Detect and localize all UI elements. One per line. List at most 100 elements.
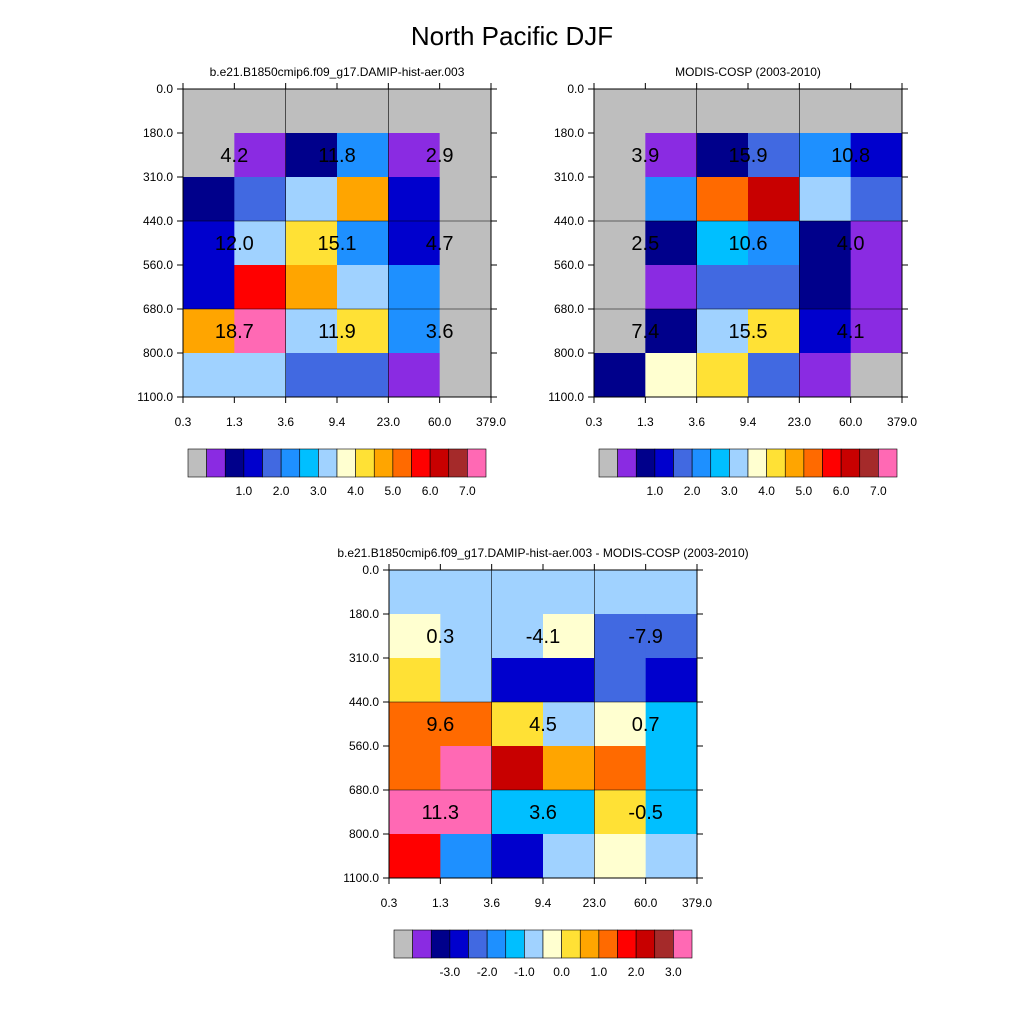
x-tick-label: 1.3 xyxy=(226,415,243,429)
heatmap-cell xyxy=(439,309,492,354)
colorbar-label: 5.0 xyxy=(796,484,813,498)
colorbar: 1.0 2.0 3.0 4.0 5.0 6.0 7.0 xyxy=(598,448,898,498)
heatmap-cell xyxy=(234,309,287,354)
x-tick-label: 3.6 xyxy=(483,896,500,910)
y-tick-label: 440.0 xyxy=(143,214,173,228)
heatmap-cell xyxy=(645,746,698,791)
colorbar-swatch xyxy=(411,448,431,478)
block-total-label: 4.5 xyxy=(529,714,557,736)
heatmap-cell xyxy=(543,746,595,791)
heatmap-cell xyxy=(491,834,544,879)
heatmap-cell xyxy=(234,177,287,222)
heatmap-cell xyxy=(491,614,544,659)
block-total-label: 11.8 xyxy=(318,145,355,167)
heatmap-cell xyxy=(183,133,235,178)
panel-difference: b.e21.B1850cmip6.f09_g17.DAMIP-hist-aer.… xyxy=(337,546,748,979)
heatmap-cell xyxy=(337,353,389,398)
colorbar-swatch xyxy=(468,929,488,959)
colorbar-label: -2.0 xyxy=(477,965,498,979)
heatmap-cell xyxy=(491,746,544,791)
heatmap-cell xyxy=(337,309,389,354)
colorbar-swatch xyxy=(617,448,637,478)
heatmap-cell xyxy=(543,790,595,835)
colorbar-swatch xyxy=(710,448,730,478)
figure-title: North Pacific DJF xyxy=(411,21,613,51)
y-tick-label: 440.0 xyxy=(349,695,379,709)
colorbar-swatch xyxy=(299,448,319,478)
heatmap-cell xyxy=(440,702,493,747)
colorbar-label: 3.0 xyxy=(665,965,682,979)
heatmap-cell xyxy=(645,353,698,398)
x-tick-label: 1.3 xyxy=(637,415,654,429)
colorbar-swatch xyxy=(467,448,487,478)
y-tick-label: 0.0 xyxy=(567,82,584,96)
heatmap-cell xyxy=(439,89,492,134)
block-total-label: -7.9 xyxy=(628,626,662,648)
block-total-label: -0.5 xyxy=(628,802,662,824)
x-tick-label: 379.0 xyxy=(476,415,506,429)
heatmap-cell xyxy=(388,221,441,266)
heatmap-cell xyxy=(696,221,749,266)
x-tick-label: 9.4 xyxy=(329,415,346,429)
x-tick-label: 0.3 xyxy=(381,896,398,910)
heatmap-cell xyxy=(594,658,647,703)
y-tick-label: 0.0 xyxy=(362,563,379,577)
colorbar-label: 6.0 xyxy=(833,484,850,498)
heatmap-cell xyxy=(799,353,852,398)
heatmap-cell xyxy=(799,265,852,310)
panel-title: MODIS-COSP (2003-2010) xyxy=(675,65,821,79)
colorbar-label: 2.0 xyxy=(628,965,645,979)
heatmap-cell xyxy=(850,177,903,222)
heatmap-cell xyxy=(645,834,698,879)
heatmap-cell xyxy=(696,89,749,134)
colorbar: 1.0 2.0 3.0 4.0 5.0 6.0 7.0 xyxy=(187,448,487,498)
colorbar-swatch xyxy=(505,929,525,959)
colorbar-label: 2.0 xyxy=(684,484,701,498)
heatmap-cell xyxy=(285,309,338,354)
heatmap-cell xyxy=(285,353,338,398)
heatmap-cell xyxy=(285,177,338,222)
heatmap-cell xyxy=(183,309,235,354)
heatmap-cell xyxy=(285,89,338,134)
heatmap-cell xyxy=(440,658,493,703)
heatmap-cell xyxy=(183,221,235,266)
x-tick-label: 60.0 xyxy=(839,415,863,429)
colorbar-label: 1.0 xyxy=(236,484,253,498)
heatmap-cell xyxy=(388,353,441,398)
x-tick-label: 9.4 xyxy=(535,896,552,910)
heatmap-cell xyxy=(748,133,800,178)
colorbar-label: 4.0 xyxy=(347,484,364,498)
heatmap-cell xyxy=(440,746,493,791)
heatmap-cell xyxy=(645,309,698,354)
colorbar-swatch xyxy=(224,448,245,478)
heatmap-cell xyxy=(594,790,647,835)
heatmap-cell xyxy=(388,309,441,354)
y-tick-label: 560.0 xyxy=(143,258,173,272)
heatmap-cell xyxy=(594,89,646,134)
colorbar-swatch xyxy=(486,929,507,959)
y-tick-label: 680.0 xyxy=(143,302,173,316)
colorbar-swatch xyxy=(673,448,693,478)
heatmap-cell xyxy=(850,309,903,354)
heatmap-cell xyxy=(850,133,903,178)
colorbar-label: -3.0 xyxy=(440,965,461,979)
heatmap-cell xyxy=(645,614,698,659)
colorbar-swatch xyxy=(430,929,451,959)
heatmap-cell xyxy=(696,309,749,354)
block-total-label: 4.1 xyxy=(837,321,865,343)
heatmap-cell xyxy=(439,221,492,266)
colorbar-swatch xyxy=(617,929,637,959)
panels: b.e21.B1850cmip6.f09_g17.DAMIP-hist-aer.… xyxy=(137,65,917,979)
heatmap-cell xyxy=(645,790,698,835)
y-tick-label: 800.0 xyxy=(554,346,584,360)
heatmap-cell xyxy=(440,570,493,615)
colorbar-label: 3.0 xyxy=(310,484,327,498)
colorbar-swatch xyxy=(429,448,450,478)
block-total-label: 3.9 xyxy=(631,145,659,167)
colorbar-label: 7.0 xyxy=(870,484,887,498)
colorbar-swatch xyxy=(262,448,282,478)
colorbar-swatch xyxy=(448,448,468,478)
colorbar-label: 6.0 xyxy=(422,484,439,498)
x-tick-label: 3.6 xyxy=(277,415,294,429)
